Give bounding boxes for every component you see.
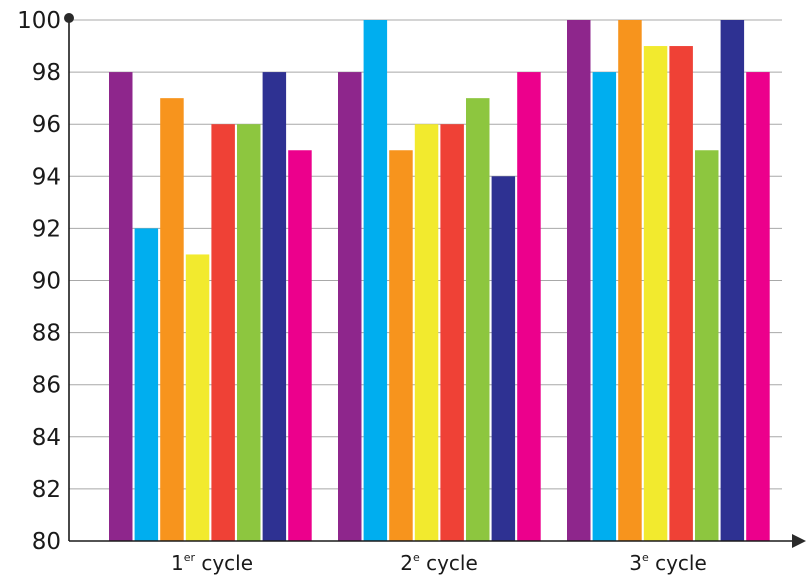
y-axis-dot [64,13,74,23]
y-tick-label: 96 [32,112,61,138]
y-tick-label: 98 [32,60,61,86]
axes [64,13,806,548]
y-tick-label: 88 [32,321,61,347]
bar [414,124,439,541]
bar [237,124,261,541]
bar [389,150,413,541]
bar [592,72,617,541]
y-tick-labels: 80 82 84 86 88 90 92 94 96 98 100 [17,8,61,555]
bar [134,228,159,541]
bar [440,124,464,541]
x-category-label: 1er cycle [171,551,253,575]
bar [160,98,184,542]
bar [109,72,133,541]
bar [567,20,591,541]
bar [185,254,210,541]
y-tick-label: 100 [17,8,61,34]
bar [338,72,362,541]
y-tick-label: 80 [32,529,61,555]
bar [643,46,668,542]
bar [363,20,388,541]
bar [517,72,541,541]
bar [746,72,770,541]
bar [491,176,516,542]
bar [466,98,490,542]
bar [618,20,642,541]
y-tick-label: 92 [32,216,61,242]
bar [211,124,235,541]
bar [262,72,287,541]
x-category-label: 3e cycle [629,551,707,575]
x-category-labels: 1er cycle 2e cycle 3e cycle [171,551,707,575]
y-tick-label: 94 [32,164,61,190]
x-category-label: 2e cycle [400,551,478,575]
x-axis-arrow [792,534,806,548]
bar [669,46,693,542]
y-tick-label: 86 [32,373,61,399]
bar [288,150,312,541]
bar [695,150,719,541]
y-tick-label: 90 [32,269,61,295]
y-tick-label: 82 [32,477,61,503]
bars [109,20,770,542]
y-tick-label: 84 [32,425,61,451]
bar [720,20,745,541]
